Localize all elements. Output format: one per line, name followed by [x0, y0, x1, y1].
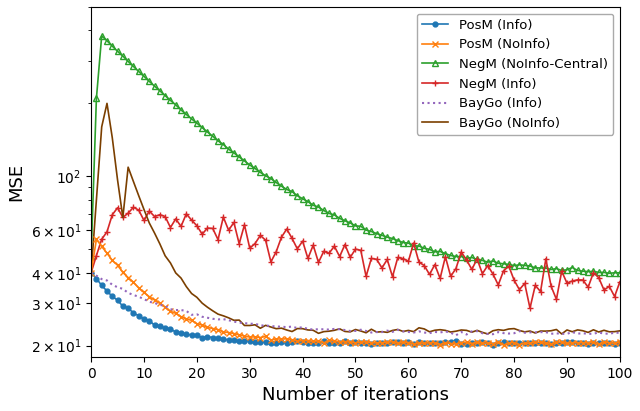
NegM (Info): [129, 205, 137, 210]
Line: NegM (Info): NegM (Info): [88, 204, 623, 312]
NegM (Info): [336, 254, 344, 259]
PosM (NoInfo): [225, 330, 232, 335]
Line: NegM (NoInfo-Central): NegM (NoInfo-Central): [88, 33, 623, 276]
PosM (NoInfo): [87, 270, 95, 275]
NegM (NoInfo-Central): [129, 64, 137, 69]
BayGo (Info): [87, 270, 95, 275]
Line: PosM (NoInfo): PosM (NoInfo): [88, 236, 623, 348]
X-axis label: Number of iterations: Number of iterations: [262, 386, 449, 404]
BayGo (Info): [124, 291, 132, 296]
BayGo (Info): [489, 332, 497, 337]
PosM (NoInfo): [616, 340, 624, 345]
NegM (NoInfo-Central): [489, 259, 497, 263]
BayGo (NoInfo): [616, 328, 624, 333]
PosM (NoInfo): [336, 340, 344, 345]
PosM (Info): [458, 342, 465, 346]
BayGo (NoInfo): [463, 328, 470, 333]
BayGo (Info): [404, 330, 412, 335]
Line: PosM (Info): PosM (Info): [89, 270, 622, 347]
NegM (NoInfo-Central): [605, 271, 613, 276]
NegM (Info): [489, 272, 497, 277]
PosM (Info): [616, 340, 624, 345]
PosM (NoInfo): [489, 342, 497, 346]
BayGo (Info): [220, 316, 227, 321]
NegM (Info): [87, 270, 95, 275]
PosM (Info): [87, 270, 95, 275]
BayGo (Info): [463, 332, 470, 337]
NegM (Info): [616, 279, 624, 284]
PosM (Info): [404, 340, 412, 345]
NegM (Info): [225, 228, 232, 233]
Line: BayGo (Info): BayGo (Info): [91, 273, 620, 335]
Y-axis label: MSE: MSE: [7, 163, 25, 201]
NegM (Info): [526, 306, 534, 311]
NegM (NoInfo-Central): [225, 147, 232, 152]
NegM (NoInfo-Central): [463, 256, 470, 261]
BayGo (Info): [452, 333, 460, 338]
NegM (Info): [463, 257, 470, 262]
NegM (Info): [124, 211, 132, 216]
BayGo (NoInfo): [225, 315, 232, 320]
NegM (NoInfo-Central): [98, 33, 106, 38]
BayGo (NoInfo): [103, 101, 111, 106]
PosM (Info): [484, 340, 492, 345]
BayGo (NoInfo): [336, 326, 344, 331]
NegM (Info): [410, 240, 417, 245]
PosM (Info): [489, 342, 497, 347]
NegM (NoInfo-Central): [87, 253, 95, 258]
BayGo (NoInfo): [484, 332, 492, 337]
BayGo (NoInfo): [129, 179, 137, 184]
NegM (NoInfo-Central): [336, 216, 344, 221]
PosM (Info): [124, 305, 132, 310]
NegM (NoInfo-Central): [616, 270, 624, 275]
PosM (NoInfo): [410, 342, 417, 347]
PosM (Info): [330, 341, 338, 346]
BayGo (Info): [616, 330, 624, 335]
PosM (Info): [220, 336, 227, 341]
Legend: PosM (Info), PosM (NoInfo), NegM (NoInfo-Central), NegM (Info), BayGo (Info), Ba: PosM (Info), PosM (NoInfo), NegM (NoInfo…: [417, 14, 613, 135]
BayGo (NoInfo): [410, 329, 417, 334]
PosM (NoInfo): [463, 340, 470, 345]
NegM (NoInfo-Central): [410, 243, 417, 248]
PosM (NoInfo): [93, 237, 100, 242]
BayGo (NoInfo): [87, 270, 95, 275]
BayGo (NoInfo): [495, 327, 502, 332]
PosM (NoInfo): [129, 280, 137, 285]
Line: BayGo (NoInfo): BayGo (NoInfo): [91, 104, 620, 334]
PosM (NoInfo): [500, 343, 508, 348]
BayGo (Info): [330, 326, 338, 331]
